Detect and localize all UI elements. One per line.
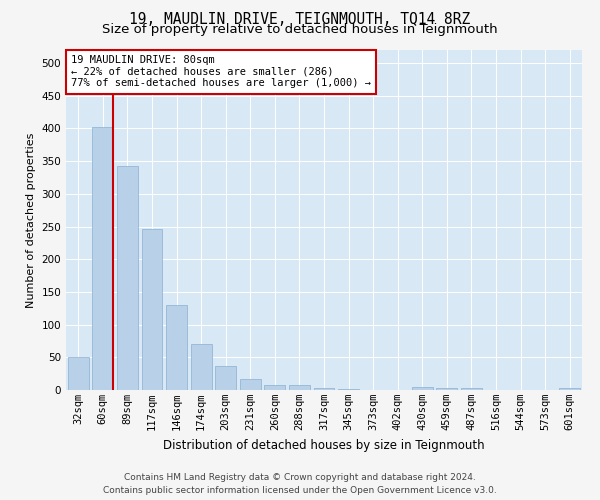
Text: 19 MAUDLIN DRIVE: 80sqm
← 22% of detached houses are smaller (286)
77% of semi-d: 19 MAUDLIN DRIVE: 80sqm ← 22% of detache… (71, 55, 371, 88)
Bar (68, 358, 89, 390)
Text: Contains HM Land Registry data © Crown copyright and database right 2024.
Contai: Contains HM Land Registry data © Crown c… (103, 474, 497, 495)
Bar (559, 388, 580, 390)
Bar (215, 366, 236, 390)
Bar (436, 388, 457, 390)
Bar (265, 386, 286, 390)
Bar (92, 126, 113, 390)
Bar (142, 229, 163, 390)
Text: 19, MAUDLIN DRIVE, TEIGNMOUTH, TQ14 8RZ: 19, MAUDLIN DRIVE, TEIGNMOUTH, TQ14 8RZ (130, 12, 470, 28)
Bar (117, 166, 138, 390)
X-axis label: Distribution of detached houses by size in Teignmouth: Distribution of detached houses by size … (163, 438, 485, 452)
Bar (166, 305, 187, 390)
Bar (461, 388, 482, 390)
Bar (314, 388, 334, 390)
Bar (191, 344, 212, 390)
Bar (240, 379, 261, 390)
Y-axis label: Number of detached properties: Number of detached properties (26, 132, 36, 308)
Text: Size of property relative to detached houses in Teignmouth: Size of property relative to detached ho… (102, 22, 498, 36)
Bar (289, 386, 310, 390)
Bar (412, 386, 433, 390)
